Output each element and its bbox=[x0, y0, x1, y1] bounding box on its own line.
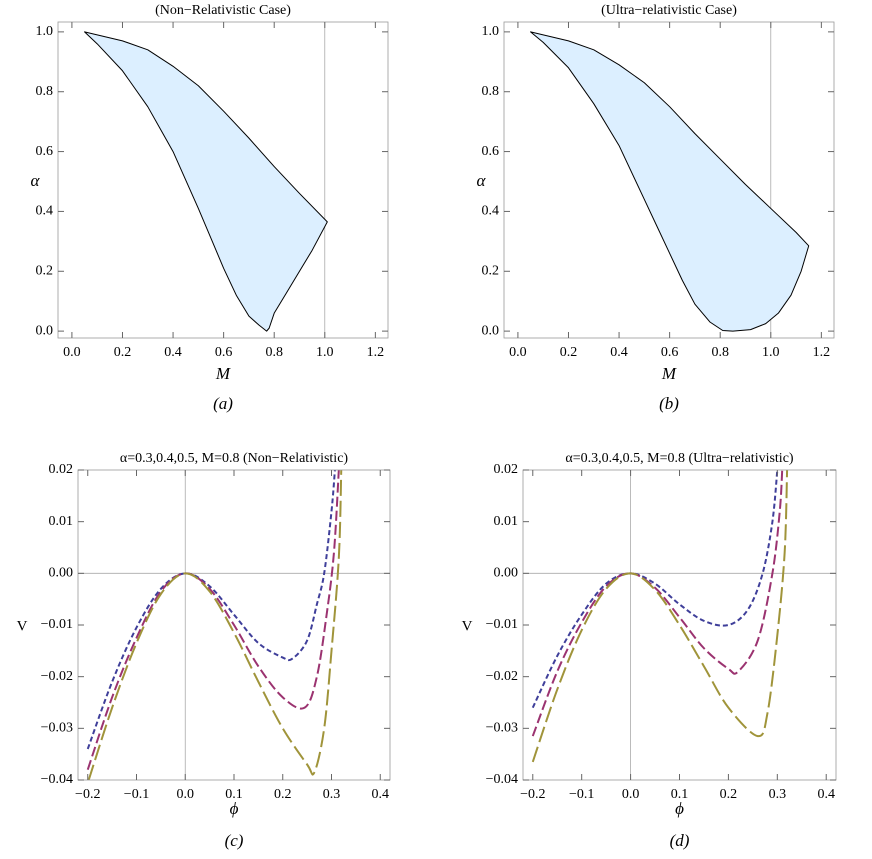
y-tick-label: 0.6 bbox=[482, 144, 500, 159]
x-axis-label: ϕ bbox=[675, 799, 684, 818]
x-tick-label: 0.2 bbox=[720, 787, 738, 802]
panel-label: (b) bbox=[659, 394, 679, 413]
y-tick-label: 0.00 bbox=[49, 566, 74, 581]
y-tick-label: 0.4 bbox=[482, 204, 500, 219]
y-tick-label: 0.2 bbox=[482, 263, 500, 278]
y-tick-label: 0.8 bbox=[482, 84, 500, 99]
panel-title: (Ultra−relativistic Case) bbox=[601, 3, 737, 18]
curve bbox=[531, 470, 779, 709]
x-tick-label: 0.4 bbox=[817, 787, 835, 802]
x-tick-label: 0.8 bbox=[265, 345, 283, 360]
curve bbox=[86, 470, 336, 750]
plot-frame bbox=[57, 21, 389, 339]
curve bbox=[86, 470, 340, 770]
x-tick-label: 0.0 bbox=[63, 345, 81, 360]
x-tick-label: 0.6 bbox=[661, 345, 679, 360]
x-tick-label: −0.1 bbox=[124, 787, 149, 802]
x-axis-label: M bbox=[661, 364, 677, 383]
panel-label: (a) bbox=[213, 394, 233, 413]
x-tick-label: 0.0 bbox=[509, 345, 527, 360]
y-tick-label: −0.02 bbox=[41, 669, 73, 684]
y-tick-label: 0.02 bbox=[49, 462, 74, 477]
x-tick-label: 0.0 bbox=[177, 787, 195, 802]
curve bbox=[87, 470, 343, 780]
panel: α=0.3,0.4,0.5, M=0.8 (Non−Relativistic) ϕ… bbox=[17, 451, 391, 850]
x-tick-label: 0.1 bbox=[671, 787, 689, 802]
y-tick-label: −0.03 bbox=[41, 721, 73, 736]
panel: (Non−Relativistic Case) M (a) α 0.0 0.2 0.4 0.6… bbox=[31, 3, 389, 413]
y-axis-label: α bbox=[31, 171, 41, 190]
curve bbox=[531, 470, 789, 763]
region bbox=[84, 31, 328, 332]
panel: (Ultra−relativistic Case) M (b) α 0.0 0.2 0.4 0… bbox=[477, 3, 835, 413]
x-tick-label: 0.2 bbox=[274, 787, 292, 802]
y-axis-label: α bbox=[477, 171, 487, 190]
y-tick-label: 0.2 bbox=[36, 263, 54, 278]
y-tick-label: 1.0 bbox=[36, 24, 54, 39]
x-tick-label: 0.6 bbox=[215, 345, 233, 360]
x-tick-label: 1.2 bbox=[813, 345, 831, 360]
panel-label: (d) bbox=[670, 831, 690, 850]
x-tick-label: 0.3 bbox=[323, 787, 341, 802]
x-axis-label: M bbox=[215, 364, 231, 383]
x-tick-label: 0.1 bbox=[225, 787, 243, 802]
x-axis-label: ϕ bbox=[230, 799, 239, 818]
x-tick-label: 0.0 bbox=[622, 787, 640, 802]
y-tick-label: 1.0 bbox=[482, 24, 500, 39]
y-tick-label: −0.01 bbox=[486, 617, 518, 632]
y-tick-label: 0.0 bbox=[482, 323, 500, 338]
x-tick-label: 0.3 bbox=[769, 787, 787, 802]
y-tick-label: −0.02 bbox=[486, 669, 518, 684]
panel-label: (c) bbox=[225, 831, 244, 850]
y-tick-label: −0.04 bbox=[41, 772, 73, 787]
x-tick-label: 0.4 bbox=[164, 345, 182, 360]
x-tick-label: 1.0 bbox=[316, 345, 334, 360]
x-tick-label: −0.1 bbox=[569, 787, 594, 802]
y-tick-label: 0.0 bbox=[36, 323, 54, 338]
x-tick-label: −0.2 bbox=[520, 787, 545, 802]
y-tick-label: −0.04 bbox=[486, 772, 518, 787]
y-tick-label: 0.8 bbox=[36, 84, 54, 99]
x-tick-label: 0.2 bbox=[560, 345, 578, 360]
curve bbox=[531, 470, 784, 737]
panel-title: (Non−Relativistic Case) bbox=[155, 3, 291, 18]
panel-title: α=0.3,0.4,0.5, M=0.8 (Ultra−relativistic… bbox=[565, 451, 793, 466]
y-axis-label: V bbox=[462, 618, 473, 634]
plot-frame bbox=[522, 469, 837, 781]
y-tick-label: 0.6 bbox=[36, 144, 54, 159]
panel-title: α=0.3,0.4,0.5, M=0.8 (Non−Relativistic) bbox=[120, 451, 349, 466]
y-tick-label: 0.4 bbox=[36, 204, 54, 219]
y-tick-label: 0.01 bbox=[49, 514, 74, 529]
y-tick-label: 0.02 bbox=[494, 462, 519, 477]
x-tick-label: 1.2 bbox=[367, 345, 385, 360]
x-tick-label: 0.2 bbox=[114, 345, 132, 360]
y-tick-label: −0.03 bbox=[486, 721, 518, 736]
x-tick-label: 0.8 bbox=[711, 345, 729, 360]
region bbox=[530, 31, 810, 332]
panel: α=0.3,0.4,0.5, M=0.8 (Ultra−relativistic… bbox=[462, 451, 837, 850]
y-axis-label: V bbox=[17, 618, 28, 634]
y-tick-label: 0.00 bbox=[494, 566, 519, 581]
x-tick-label: −0.2 bbox=[75, 787, 100, 802]
x-tick-label: 0.4 bbox=[610, 345, 628, 360]
x-tick-label: 0.4 bbox=[372, 787, 390, 802]
y-tick-label: −0.01 bbox=[41, 617, 73, 632]
plot-frame bbox=[503, 21, 835, 339]
y-tick-label: 0.01 bbox=[494, 514, 519, 529]
x-tick-label: 1.0 bbox=[762, 345, 780, 360]
